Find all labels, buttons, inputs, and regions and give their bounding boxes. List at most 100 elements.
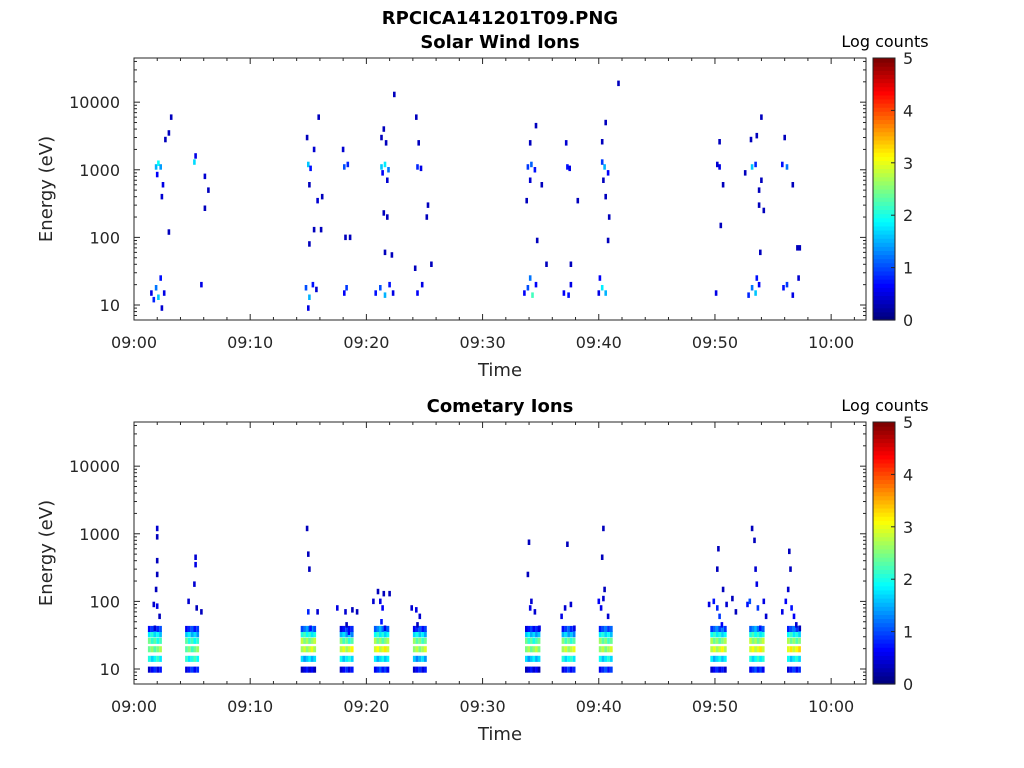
band-cell (607, 625, 610, 632)
colorbar-segment (873, 553, 895, 558)
heatmap-cell (617, 80, 620, 87)
band-cell (196, 666, 200, 673)
band-cell (376, 631, 380, 638)
heatmap-cell (566, 541, 569, 547)
colorbar-segment (873, 283, 895, 288)
colorbar-segment (873, 303, 895, 309)
colorbar-segment (873, 307, 895, 313)
band-cell (795, 637, 799, 644)
band-cell (601, 655, 605, 662)
heatmap-cell (566, 164, 569, 170)
band-cell (604, 625, 608, 632)
heatmap-cell (308, 294, 311, 300)
heatmap-cell (341, 146, 345, 153)
heatmap-cell (796, 245, 799, 251)
heatmap-cell (187, 598, 190, 605)
band-cell (348, 625, 351, 632)
heatmap-cell (527, 539, 531, 545)
heatmap-cell (379, 285, 382, 291)
band-cell (609, 655, 613, 662)
colorbar-segment (873, 131, 895, 137)
colorbar-segment (873, 671, 895, 677)
heatmap-cell (746, 601, 749, 608)
heatmap-cell (203, 205, 207, 211)
heatmap-cell (750, 525, 754, 532)
heatmap-cell (743, 170, 747, 176)
colorbar-segment (873, 143, 895, 149)
band-cell (723, 637, 727, 644)
heatmap-cell (526, 164, 530, 170)
heatmap-cell (316, 197, 319, 204)
band-cell (376, 666, 380, 673)
band-cell (721, 625, 724, 632)
heatmap-cell (597, 598, 601, 605)
heatmap-cell (747, 292, 750, 298)
band-cell (303, 655, 307, 662)
colorbar-tick-label: 0 (903, 311, 913, 330)
heatmap-cell (526, 285, 530, 291)
colorbar-segment (873, 234, 895, 239)
heatmap-cell (355, 609, 359, 615)
heatmap-cell (194, 561, 197, 568)
band-cell (532, 666, 536, 673)
band-cell (373, 637, 377, 644)
heatmap-cell (417, 140, 420, 146)
band-cell (196, 637, 200, 644)
band-cell (754, 631, 758, 638)
band-cell (313, 631, 317, 638)
colorbar-segment (873, 667, 895, 673)
band-cell (386, 625, 390, 632)
band-cell (150, 637, 154, 644)
x-tick-label: 09:20 (343, 333, 389, 352)
band-cell (754, 646, 758, 653)
band-cell (569, 655, 573, 662)
band-cell (303, 625, 307, 632)
band-cell (598, 625, 602, 632)
heatmap-cell (152, 601, 156, 608)
band-cell (564, 631, 568, 638)
band-cell (342, 666, 346, 673)
colorbar-segment (873, 622, 895, 628)
colorbar-frame (872, 57, 896, 321)
band-cell (530, 666, 533, 673)
band-cell (795, 646, 799, 653)
band-cell (754, 637, 758, 644)
heatmap-cell (309, 625, 312, 631)
band-cell (373, 631, 377, 638)
band-cell (305, 631, 309, 638)
band-cell (373, 655, 377, 662)
colorbar-segment (873, 499, 895, 505)
band-cell (532, 637, 536, 644)
band-cell (564, 666, 568, 673)
heatmap-cell (530, 161, 533, 168)
panel-title-solar-wind: Solar Wind Ions (420, 32, 579, 53)
colorbar-segment (873, 512, 895, 517)
band-cell (756, 625, 760, 632)
heatmap-cell (319, 226, 323, 233)
heatmap-cell (597, 290, 601, 296)
heatmap-cell (569, 261, 573, 267)
y-tick-label: 100 (89, 228, 120, 247)
band-cell (713, 646, 716, 653)
heatmap-cell (345, 285, 348, 291)
heatmap-cell (748, 598, 752, 605)
band-cell (713, 655, 716, 662)
band-cell (350, 646, 354, 653)
colorbar-segment (873, 287, 895, 292)
band-cell (721, 666, 724, 673)
colorbar-segment (873, 593, 895, 599)
band-cell (424, 637, 427, 644)
heatmap-cell (797, 275, 800, 281)
band-cell (305, 655, 309, 662)
colorbar-segment (873, 123, 895, 129)
band-cell (601, 637, 605, 644)
band-cell (350, 631, 354, 638)
colorbar-segment (873, 274, 895, 280)
band-cell (313, 666, 317, 673)
band-cell (342, 631, 346, 638)
band-cell (792, 655, 796, 662)
heatmap-cell (311, 281, 315, 288)
colorbar-label-solar-wind: Log counts (841, 32, 928, 51)
heatmap-cell (393, 91, 396, 98)
colorbar-segment (873, 479, 895, 484)
